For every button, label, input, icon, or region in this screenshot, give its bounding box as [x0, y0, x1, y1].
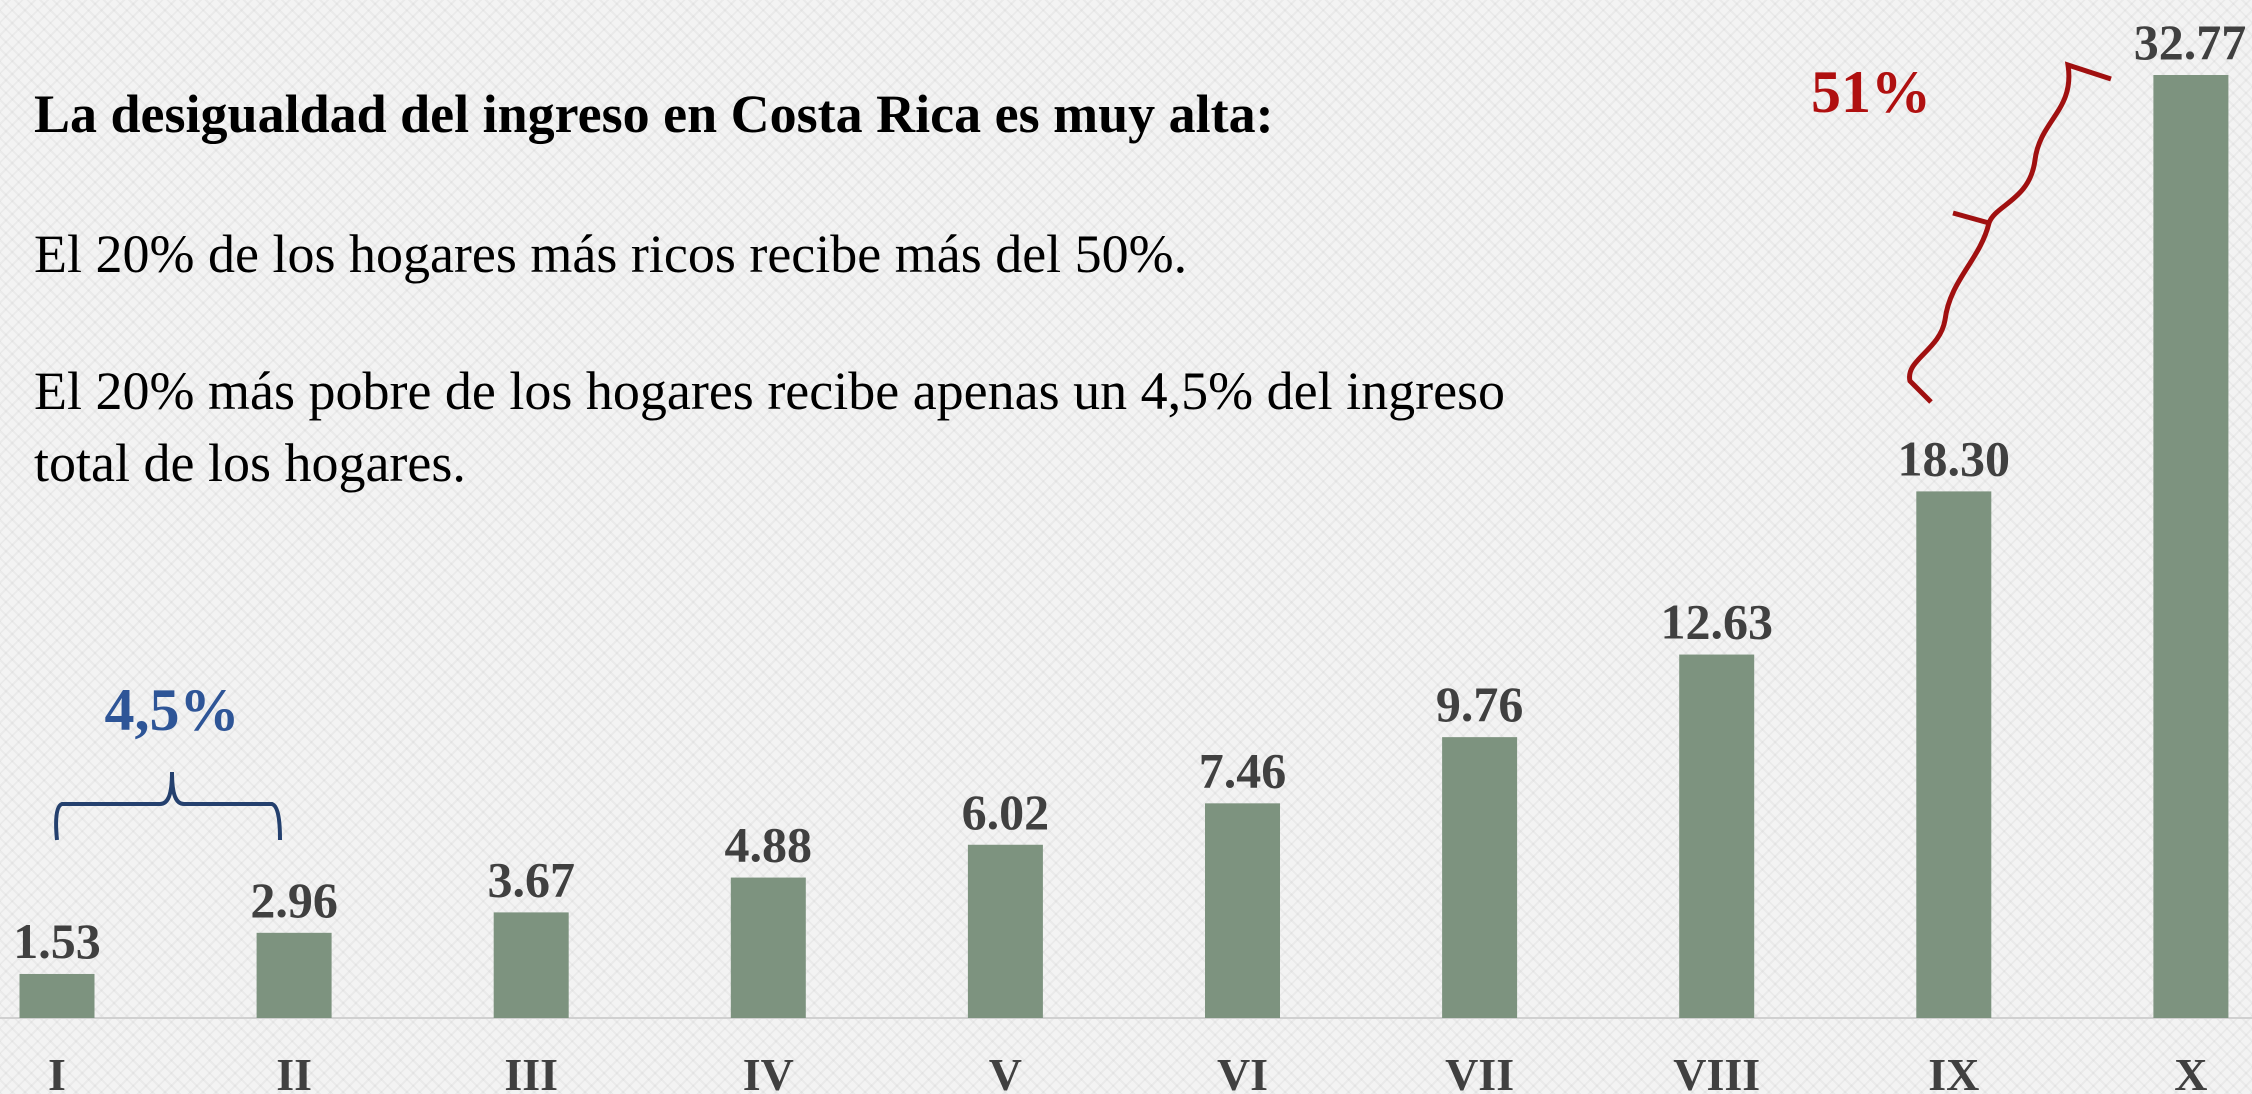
x-tick-label: VI — [1217, 1049, 1268, 1094]
bar — [2153, 75, 2229, 1018]
bar — [1916, 491, 1992, 1019]
bar — [967, 844, 1043, 1018]
value-label: 3.67 — [487, 851, 575, 907]
bar — [493, 912, 569, 1018]
title: La desigualdad del ingreso en Costa Rica… — [34, 84, 1274, 144]
value-label: 1.53 — [13, 913, 101, 969]
brace — [54, 771, 282, 841]
value-label: 9.76 — [1436, 676, 1524, 732]
annotation: 4,5% — [105, 677, 240, 743]
x-tick-label: VII — [1445, 1049, 1514, 1094]
value-label: 12.63 — [1660, 594, 1773, 650]
bar — [19, 973, 95, 1018]
x-tick-label: VIII — [1673, 1049, 1760, 1094]
value-label: 7.46 — [1199, 742, 1287, 798]
bar — [1679, 654, 1755, 1018]
x-tick-label: II — [276, 1049, 312, 1094]
x-tick-label: V — [989, 1049, 1022, 1094]
value-label: 18.30 — [1898, 430, 2011, 486]
x-tick-label: X — [2174, 1049, 2207, 1094]
value-label: 4.88 — [725, 817, 813, 873]
annotation: 51% — [1811, 59, 1931, 125]
x-tick-label: III — [504, 1049, 558, 1094]
bar — [256, 932, 332, 1018]
value-label: 32.77 — [2134, 14, 2247, 70]
brace — [1907, 61, 2112, 404]
text-paragraph: El 20% más pobre de los hogares recibe a… — [34, 361, 1506, 493]
bar — [1442, 737, 1518, 1018]
bar — [1205, 803, 1280, 1018]
x-tick-label: IX — [1928, 1049, 1979, 1094]
value-label: 2.96 — [250, 872, 338, 928]
bar — [730, 877, 806, 1018]
x-tick-label: I — [48, 1049, 66, 1094]
value-label: 6.02 — [962, 784, 1050, 840]
text-line: El 20% de los hogares más ricos recibe m… — [34, 224, 1188, 284]
x-tick-label: IV — [743, 1049, 794, 1094]
